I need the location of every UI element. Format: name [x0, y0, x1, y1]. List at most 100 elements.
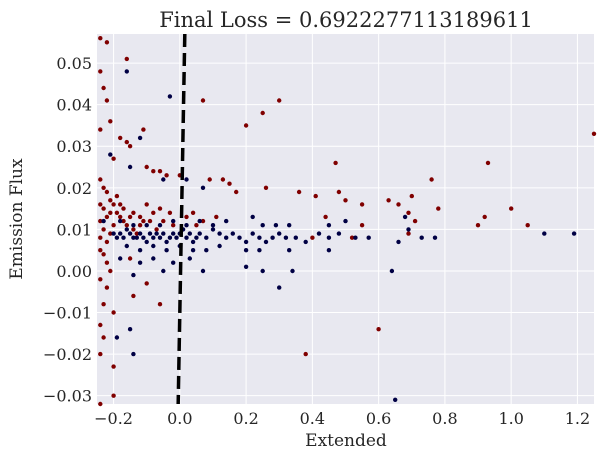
blue-class-point — [287, 223, 292, 228]
red-class-point — [108, 198, 113, 203]
blue-class-point — [124, 69, 129, 74]
red-class-point — [98, 202, 103, 207]
blue-class-point — [161, 177, 166, 182]
red-class-point — [234, 189, 239, 195]
red-class-point — [336, 189, 342, 195]
red-class-point — [260, 110, 265, 116]
blue-class-point — [250, 231, 255, 236]
y-tick-label: 0.03 — [56, 137, 92, 156]
blue-class-point — [187, 256, 192, 261]
red-class-point — [485, 160, 491, 166]
blue-class-point — [283, 235, 289, 240]
red-class-point — [101, 252, 106, 257]
y-tick-label: −0.03 — [43, 387, 92, 406]
blue-class-point — [210, 223, 216, 228]
blue-class-point — [131, 351, 136, 357]
red-class-point — [359, 223, 365, 228]
blue-class-point — [217, 231, 222, 236]
blue-class-point — [257, 248, 262, 253]
red-class-point — [131, 227, 136, 232]
blue-class-point — [230, 231, 235, 236]
red-class-point — [482, 214, 487, 220]
y-tick-label: 0.04 — [56, 96, 92, 115]
red-class-point — [118, 202, 123, 207]
blue-class-point — [326, 235, 332, 240]
blue-class-point — [151, 235, 156, 240]
red-class-point — [111, 223, 116, 228]
blue-class-point — [157, 223, 163, 228]
blue-class-point — [118, 231, 123, 236]
blue-class-point — [131, 272, 136, 278]
red-class-point — [343, 198, 348, 203]
y-tick-label: 0.01 — [56, 220, 92, 239]
y-tick-labels: −0.03 −0.02 −0.01 0.00 0.01 0.02 0.03 0.04 0.05 — [43, 54, 92, 406]
red-class-point — [111, 156, 116, 161]
red-class-point — [104, 214, 110, 220]
blue-class-point — [204, 235, 209, 240]
blue-class-point — [114, 235, 120, 240]
red-class-point — [104, 189, 110, 195]
red-class-point — [98, 177, 103, 182]
red-class-point — [127, 214, 133, 220]
red-class-point — [509, 206, 514, 211]
y-tick-label: −0.02 — [43, 345, 92, 364]
blue-class-point — [127, 327, 133, 332]
blue-class-point — [303, 239, 308, 245]
red-class-point — [157, 169, 163, 174]
blue-class-point — [270, 235, 275, 240]
red-class-point — [108, 119, 113, 124]
blue-class-point — [137, 231, 143, 236]
blue-class-point — [326, 248, 332, 253]
blue-class-point — [171, 218, 176, 224]
x-tick-label: 1.2 — [565, 409, 590, 428]
red-class-point — [220, 177, 226, 182]
red-class-point — [118, 214, 123, 220]
red-class-point — [98, 277, 103, 282]
blue-class-point — [171, 231, 176, 236]
red-class-point — [157, 206, 163, 211]
red-class-point — [127, 144, 133, 149]
blue-class-point — [190, 248, 196, 253]
red-class-point — [131, 293, 136, 299]
x-tick-label: 0.0 — [167, 409, 192, 428]
red-class-point — [121, 218, 126, 224]
blue-class-point — [406, 227, 411, 232]
blue-class-point — [161, 268, 166, 274]
red-class-point — [98, 127, 103, 132]
blue-class-point — [184, 177, 189, 182]
blue-class-point — [151, 256, 156, 261]
red-class-point — [151, 169, 156, 174]
red-class-point — [157, 302, 163, 307]
red-class-point — [98, 351, 103, 357]
x-tick-label: 0.8 — [432, 409, 457, 428]
blue-class-point — [287, 248, 292, 253]
blue-class-point — [108, 152, 113, 157]
blue-class-point — [237, 235, 242, 240]
red-class-point — [412, 218, 418, 224]
red-class-point — [409, 193, 414, 199]
red-class-point — [108, 268, 113, 274]
blue-class-point — [260, 268, 265, 274]
red-class-point — [111, 202, 116, 207]
blue-class-point — [200, 268, 206, 274]
red-class-point — [406, 210, 411, 215]
red-class-point — [190, 210, 196, 215]
blue-class-point — [250, 214, 255, 220]
x-axis-label: Extended — [305, 431, 387, 451]
chart-title: Final Loss = 0.6922277113189611 — [159, 8, 533, 32]
red-class-point — [111, 364, 116, 369]
red-class-point — [164, 173, 169, 178]
red-class-point — [227, 181, 232, 186]
blue-class-point — [174, 235, 179, 240]
blue-class-point — [118, 256, 123, 261]
red-class-point — [104, 98, 110, 103]
blue-class-point — [187, 231, 192, 236]
red-class-point — [144, 281, 149, 286]
red-class-point — [104, 285, 110, 290]
red-class-point — [144, 164, 149, 170]
red-class-point — [101, 335, 106, 340]
blue-class-point — [396, 239, 401, 245]
blue-class-point — [147, 231, 153, 236]
red-class-point — [303, 351, 308, 357]
red-class-point — [108, 231, 113, 236]
